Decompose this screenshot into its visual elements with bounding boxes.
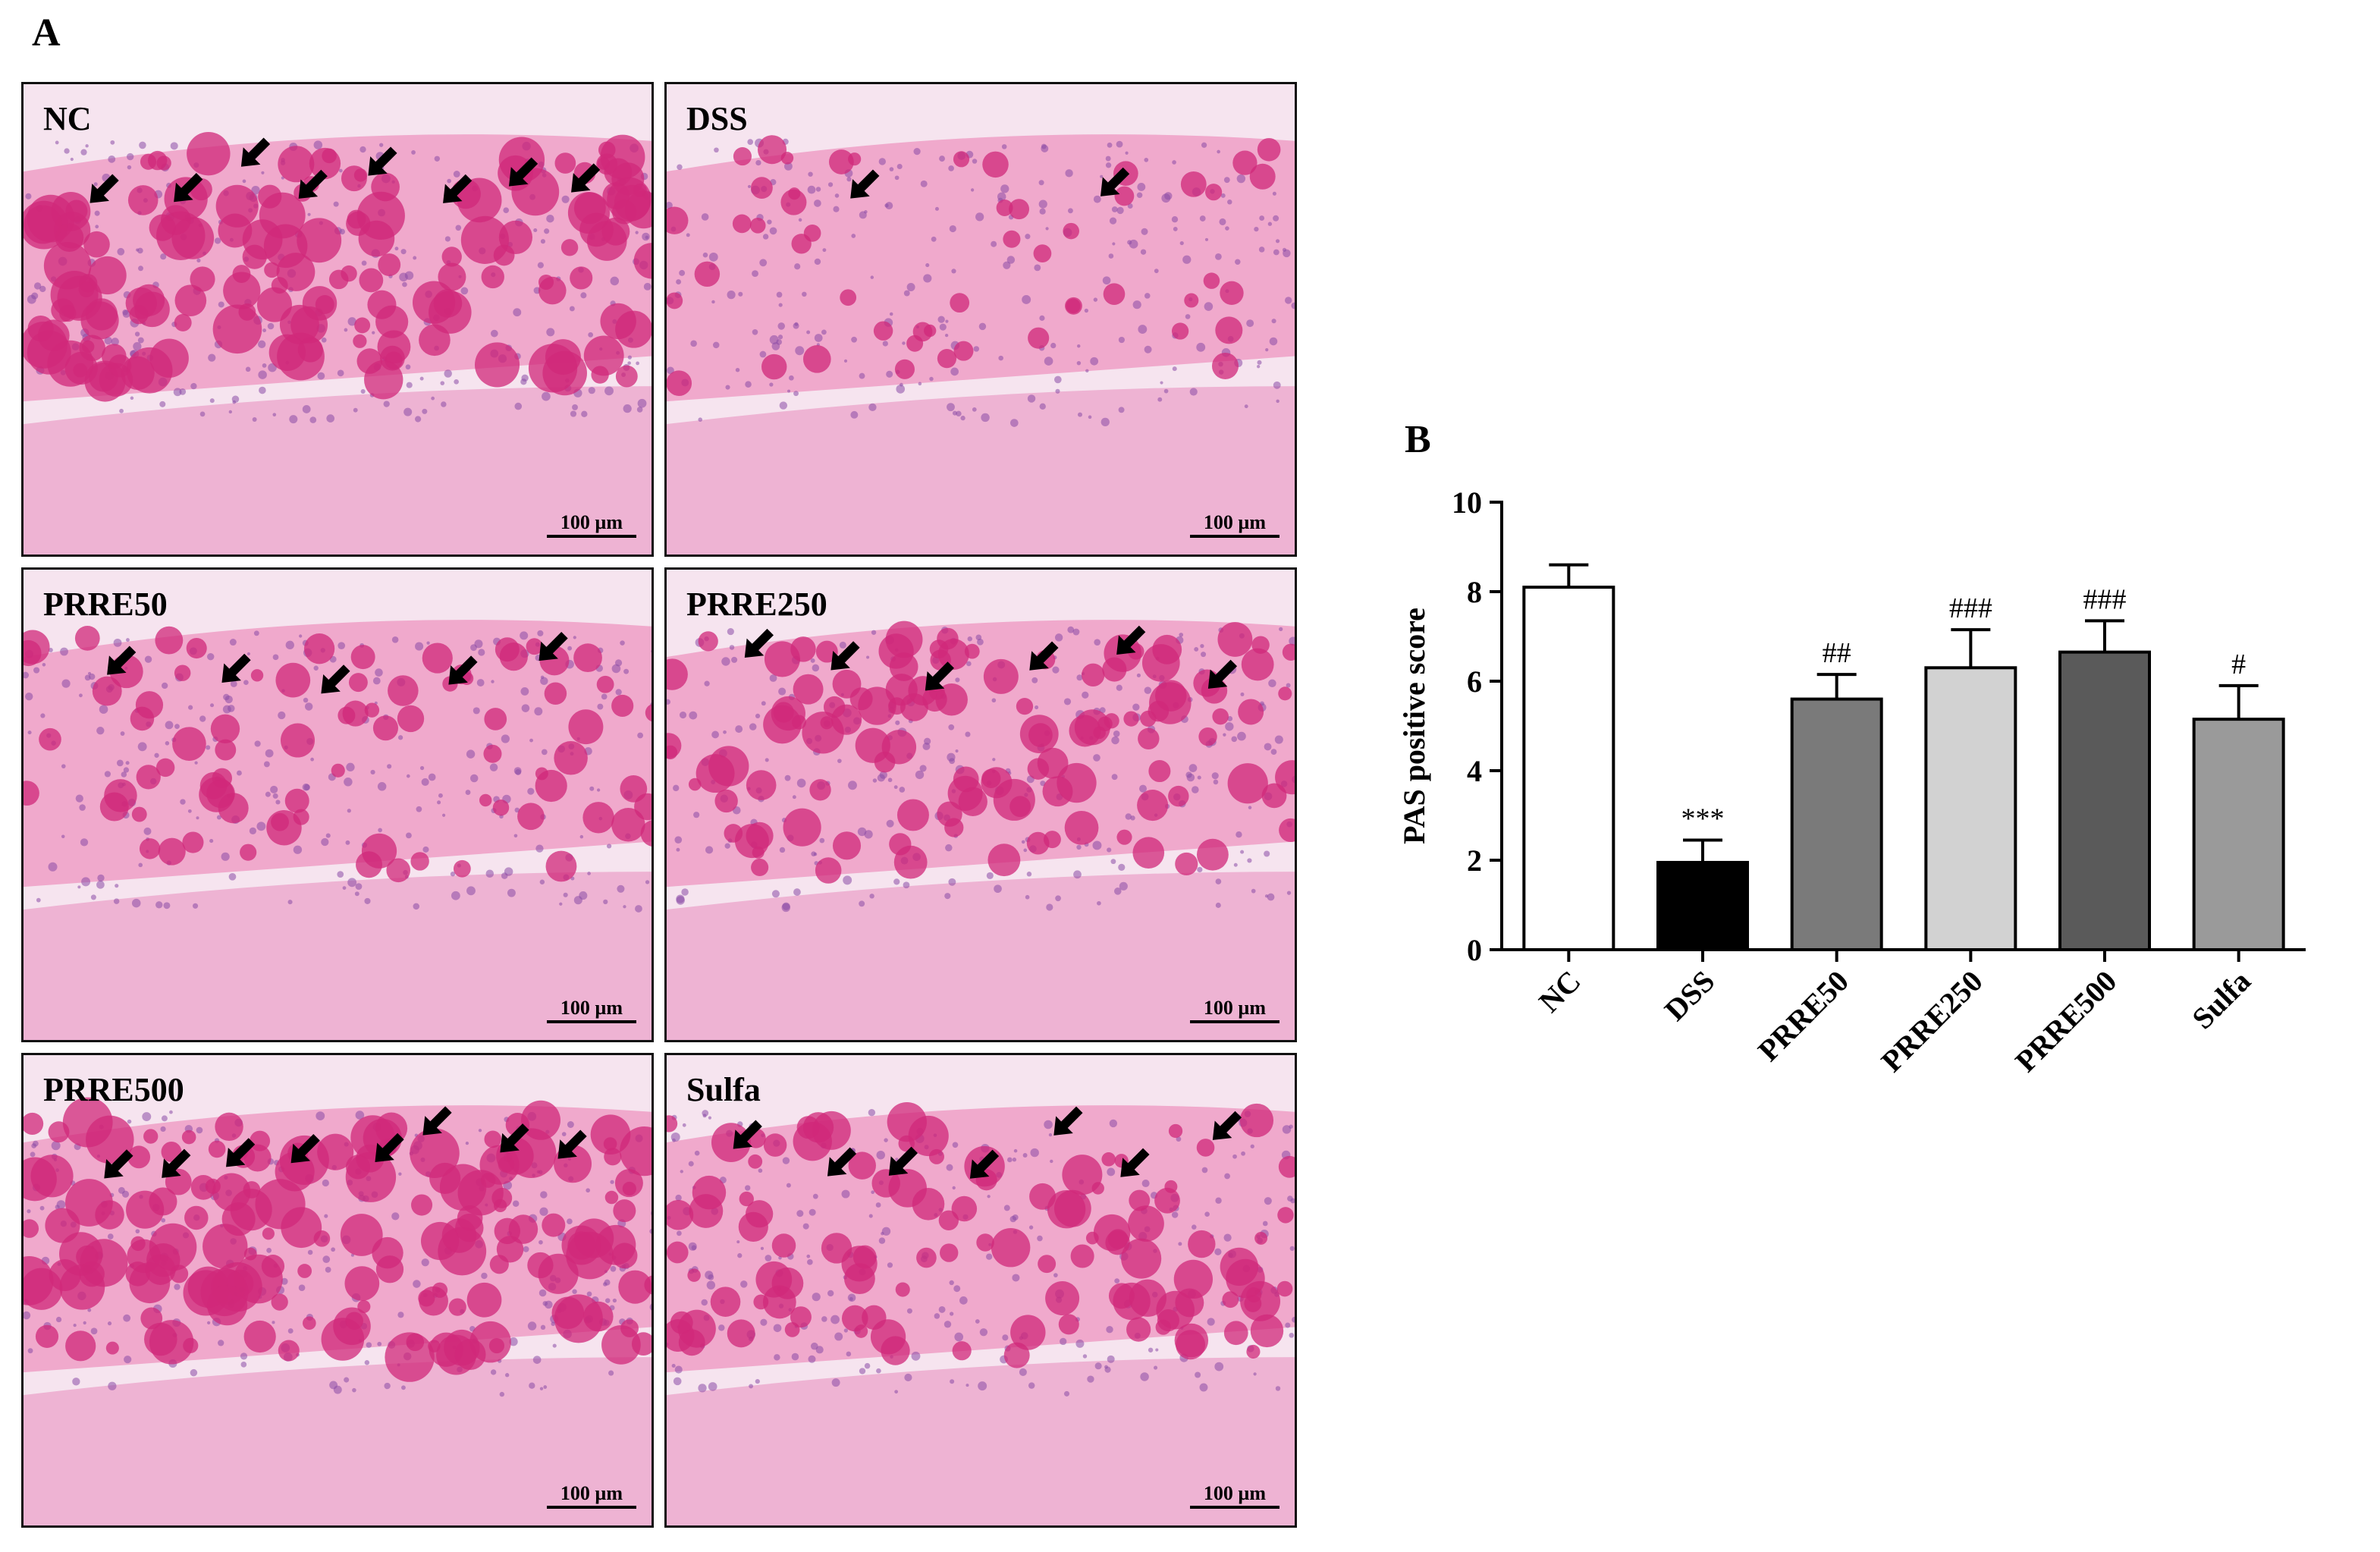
scale-bar-label: 100 µm xyxy=(560,1482,623,1504)
arrow-marker xyxy=(1053,1106,1083,1136)
significance-label: # xyxy=(2231,649,2246,680)
scale-bar: 100 µm xyxy=(1190,997,1279,1023)
micrograph-tissue xyxy=(24,620,652,1040)
arrow-marker xyxy=(827,1147,857,1177)
scale-bar-line xyxy=(547,535,636,538)
x-tick-label: DSS xyxy=(1658,964,1722,1028)
scale-bar-label: 100 µm xyxy=(1203,1482,1267,1504)
x-tick-label: NC xyxy=(1532,964,1587,1019)
scale-bar: 100 µm xyxy=(1190,512,1279,538)
micrograph-dss: DSS 100 µm xyxy=(664,82,1297,557)
arrow-marker xyxy=(733,1120,762,1149)
arrow-marker xyxy=(174,173,203,203)
micrograph-label: PRRE50 xyxy=(43,586,168,623)
micrograph-prre500: PRRE500 100 µm xyxy=(21,1053,654,1528)
arrow-marker xyxy=(500,1123,529,1153)
significance-label: ### xyxy=(2083,583,2127,615)
x-tick-label: PRRE500 xyxy=(2008,964,2123,1079)
arrow-marker xyxy=(162,1148,191,1178)
arrow-marker xyxy=(221,653,251,683)
scale-bar-label: 100 µm xyxy=(560,997,623,1019)
panel-a-letter: A xyxy=(32,11,61,55)
micrograph-label: DSS xyxy=(686,100,748,137)
micrograph-sulfa: Sulfa 100 µm xyxy=(664,1053,1297,1528)
micrograph-tissue xyxy=(667,620,1295,1040)
arrow-marker xyxy=(107,646,137,675)
arrow-marker xyxy=(888,1146,918,1176)
scale-bar: 100 µm xyxy=(547,1483,636,1509)
arrow-marker xyxy=(538,631,568,661)
bar-prre250 xyxy=(1924,666,2017,951)
scale-bar-line xyxy=(1190,1020,1279,1023)
micrograph-label: PRRE500 xyxy=(43,1071,184,1108)
bar-nc xyxy=(1522,586,1615,951)
arrow-marker xyxy=(226,1138,256,1167)
x-tick-label: Sulfa xyxy=(2185,964,2257,1036)
arrow-marker xyxy=(508,157,538,187)
arrow-marker xyxy=(448,655,478,685)
panel-b-letter: B xyxy=(1405,418,1431,461)
scale-bar-label: 100 µm xyxy=(1203,997,1267,1019)
arrow-marker xyxy=(321,664,350,694)
arrow-marker xyxy=(1212,1111,1242,1140)
y-tick-label: 10 xyxy=(1452,485,1482,520)
arrow-marker xyxy=(571,163,601,193)
scale-bar: 100 µm xyxy=(1190,1483,1279,1509)
x-tick-label: PRRE50 xyxy=(1751,964,1855,1068)
y-axis-label: PAS positive score xyxy=(1397,608,1431,844)
arrow-marker xyxy=(290,1134,320,1164)
micrograph-label: PRRE250 xyxy=(686,586,827,623)
bar-sulfa xyxy=(2192,718,2285,951)
arrow-marker xyxy=(443,174,473,203)
scale-bar-label: 100 µm xyxy=(560,511,623,533)
scale-bar-line xyxy=(1190,535,1279,538)
bar-prre50 xyxy=(1790,697,1883,951)
micrograph-prre50: PRRE50 100 µm xyxy=(21,567,654,1042)
micrograph-tissue xyxy=(24,1097,652,1525)
arrow-marker xyxy=(1100,167,1130,196)
scale-bar-line xyxy=(547,1020,636,1023)
arrow-marker xyxy=(925,661,954,691)
scale-bar: 100 µm xyxy=(547,997,636,1023)
bar-dss xyxy=(1656,860,1749,952)
scale-bar-line xyxy=(1190,1506,1279,1509)
arrow-marker xyxy=(1116,625,1146,655)
y-tick-label: 4 xyxy=(1467,754,1482,788)
arrow-marker xyxy=(969,1149,1000,1179)
scale-bar-line xyxy=(547,1506,636,1509)
bar-prre500 xyxy=(2058,650,2151,951)
arrow-marker xyxy=(368,146,397,176)
significance-label: ### xyxy=(1949,592,1992,624)
arrow-marker xyxy=(830,641,860,671)
significance-label: ## xyxy=(1823,637,1851,669)
y-tick-label: 8 xyxy=(1467,575,1482,609)
arrow-marker xyxy=(1207,659,1238,689)
arrow-marker xyxy=(104,1149,133,1179)
micrograph-prre250: PRRE250 100 µm xyxy=(664,567,1297,1042)
micrograph-tissue xyxy=(667,1101,1295,1525)
arrow-marker xyxy=(1029,641,1059,671)
y-tick-label: 6 xyxy=(1467,664,1482,699)
arrow-marker xyxy=(850,169,880,199)
scale-bar-label: 100 µm xyxy=(1203,511,1267,533)
micrograph-label: Sulfa xyxy=(686,1071,761,1108)
y-tick-label: 0 xyxy=(1467,933,1482,967)
micrograph-label: NC xyxy=(43,100,92,137)
arrow-marker xyxy=(744,628,774,658)
arrow-marker xyxy=(422,1106,452,1136)
x-tick-label: PRRE250 xyxy=(1874,964,1989,1079)
pas-score-bar-chart: 0 2 4 6 8 10 PAS positive score NC DSS *** PRRE50 #… xyxy=(1397,485,2306,1079)
arrow-marker xyxy=(298,169,328,199)
micrograph-tissue xyxy=(667,134,1295,555)
y-tick-label: 2 xyxy=(1467,844,1482,878)
arrow-marker xyxy=(557,1129,587,1159)
arrow-marker xyxy=(1120,1148,1150,1177)
arrow-marker xyxy=(89,174,119,203)
arrow-marker xyxy=(375,1133,404,1162)
scale-bar: 100 µm xyxy=(547,512,636,538)
arrow-marker xyxy=(240,137,271,167)
micrograph-nc: NC 100 µm xyxy=(21,82,654,557)
significance-label: *** xyxy=(1681,803,1725,834)
micrograph-tissue xyxy=(24,131,652,555)
